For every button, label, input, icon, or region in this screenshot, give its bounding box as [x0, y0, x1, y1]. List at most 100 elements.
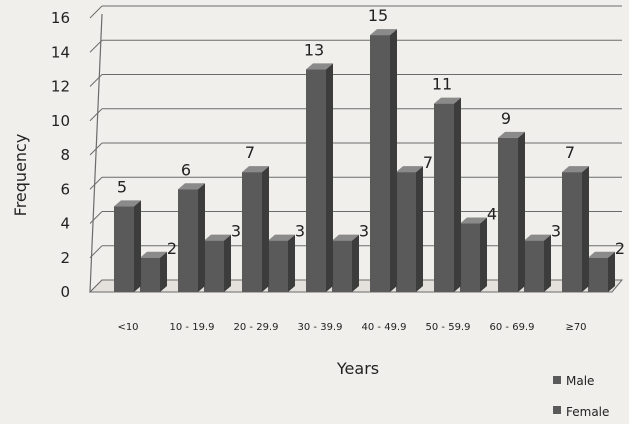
data-labels: 5 2 6 3 7 3 13 3 15 7 11 4 9 3 7 2: [117, 6, 625, 258]
bar-male: [114, 200, 141, 292]
bar-front-face: [114, 206, 134, 292]
data-label-female: 3: [295, 222, 305, 241]
bar-male: [242, 166, 269, 292]
bar-top-face: [434, 97, 461, 104]
bar-male: [306, 63, 333, 292]
legend-swatch-male: [553, 376, 561, 384]
data-label-female: 3: [231, 222, 241, 241]
data-label-female: 7: [423, 153, 433, 172]
legend-label-female: Female: [566, 405, 609, 419]
data-label-female: 3: [551, 222, 561, 241]
gridline-diag: [89, 5, 103, 19]
x-axis-title: Years: [336, 359, 379, 378]
data-label-male: 11: [432, 75, 452, 94]
bar-front-face: [498, 137, 518, 292]
x-tick-label: 20 - 29.9: [234, 322, 279, 333]
bar-front-face: [242, 172, 262, 292]
left-wall-edge: [89, 13, 103, 293]
y-tick-label: 16: [51, 9, 70, 27]
bar-front-face: [370, 35, 390, 292]
legend-swatch-female: [553, 406, 561, 414]
bar-side-face: [262, 166, 269, 292]
bar-top-face: [498, 131, 525, 138]
bar-side-face: [544, 234, 551, 292]
bar-side-face: [608, 251, 615, 292]
data-label-female: 3: [359, 222, 369, 241]
bar-side-face: [160, 251, 167, 292]
bar-side-face: [390, 29, 397, 292]
bar-side-face: [454, 97, 461, 292]
bar-top-face: [524, 234, 551, 241]
data-label-male: 9: [501, 109, 511, 128]
data-label-male: 13: [304, 40, 324, 59]
data-label-male: 15: [368, 6, 388, 25]
bar-female: [524, 234, 551, 292]
gridline-diag: [89, 142, 103, 156]
data-label-female: 2: [167, 239, 177, 258]
gridline-diag: [89, 176, 103, 190]
bar-front-face: [588, 257, 608, 292]
bar-front-face: [140, 257, 160, 292]
x-tick-labels: <10 10 - 19.9 20 - 29.9 30 - 39.9 40 - 49.9 5…: [117, 322, 586, 333]
bars: [114, 29, 615, 292]
y-tick-label: 8: [60, 146, 70, 164]
bar-female: [140, 251, 167, 292]
data-label-male: 6: [181, 160, 191, 179]
bar-front-face: [268, 240, 288, 292]
bar-male: [434, 97, 461, 292]
bar-top-face: [178, 183, 205, 190]
bar-top-face: [460, 217, 487, 224]
bar-top-face: [332, 234, 359, 241]
bar-top-face: [396, 166, 423, 173]
bar-female: [396, 166, 423, 292]
bar-female: [268, 234, 295, 292]
bar-top-face: [242, 166, 269, 173]
x-tick-label: ≥70: [565, 322, 586, 333]
legend-label-male: Male: [566, 374, 594, 388]
bar-side-face: [288, 234, 295, 292]
y-tick-label: 4: [60, 215, 70, 233]
bar-side-face: [582, 166, 589, 292]
bar-side-face: [352, 234, 359, 292]
bar-top-face: [588, 251, 615, 258]
data-label-female: 2: [615, 239, 625, 258]
y-tick-label: 10: [51, 112, 70, 130]
bar-male: [370, 29, 397, 292]
bar-male: [498, 131, 525, 292]
bar-front-face: [306, 69, 326, 292]
bar-side-face: [518, 131, 525, 292]
bar-side-face: [326, 63, 333, 292]
y-tick-label: 0: [60, 283, 70, 301]
bar-front-face: [562, 172, 582, 292]
data-label-male: 7: [245, 143, 255, 162]
bar-female: [588, 251, 615, 292]
y-tick-label: 12: [51, 78, 70, 96]
data-label-female: 4: [487, 205, 497, 224]
bar-front-face: [332, 240, 352, 292]
bar-front-face: [434, 103, 454, 292]
bar-side-face: [480, 217, 487, 292]
x-tick-label: 40 - 49.9: [362, 322, 407, 333]
gridline-diag: [89, 245, 103, 259]
y-axis-title: Frequency: [11, 134, 30, 217]
bar-front-face: [460, 223, 480, 292]
bar-female: [204, 234, 231, 292]
y-tick-label: 6: [60, 180, 70, 198]
y-tick-label: 14: [51, 43, 70, 61]
bar-side-face: [224, 234, 231, 292]
x-tick-label: 10 - 19.9: [170, 322, 215, 333]
bar-front-face: [396, 172, 416, 292]
bar-top-face: [114, 200, 141, 207]
data-label-male: 7: [565, 143, 575, 162]
x-tick-label: 50 - 59.9: [426, 322, 471, 333]
gridline-diag: [89, 108, 103, 122]
gridline-diag: [89, 39, 103, 53]
bar-male: [178, 183, 205, 292]
gridline-diag: [89, 211, 103, 224]
bar-top-face: [306, 63, 333, 70]
x-tick-label: <10: [117, 322, 138, 333]
legend: Male Female: [553, 374, 609, 419]
data-label-male: 5: [117, 177, 127, 196]
